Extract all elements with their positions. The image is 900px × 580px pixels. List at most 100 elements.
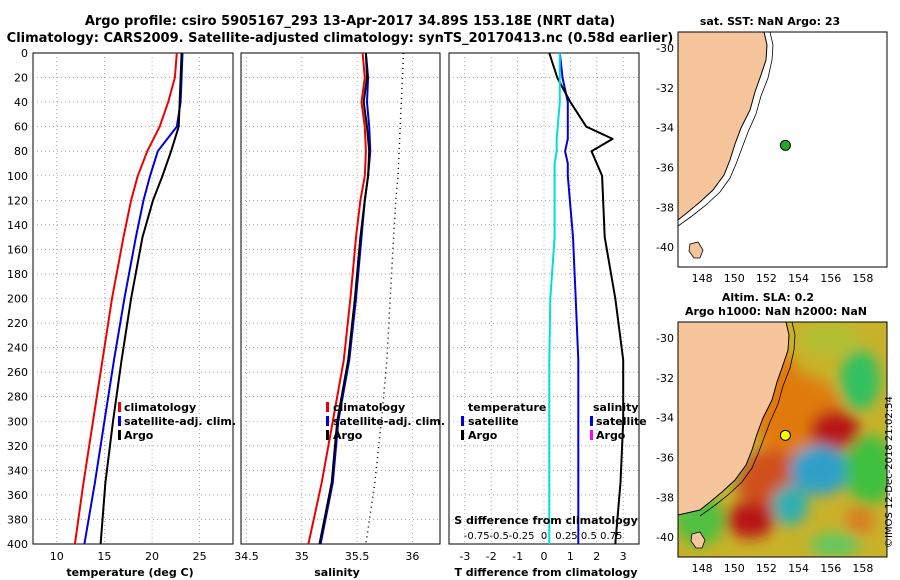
y-tick-label: 320 xyxy=(7,440,28,453)
y-tick-label: 160 xyxy=(7,243,28,256)
temperature-panel: 0 20 40 60 80 100 120 140 160 180 200 220 240 260 280 3… xyxy=(7,47,236,579)
y-tick-label: 100 xyxy=(7,170,28,183)
temp-legend: climatology satellite-adj. clim. Argo xyxy=(118,401,236,442)
map-x-tick-label: 156 xyxy=(820,562,841,575)
series-argo xyxy=(99,52,183,545)
diff-xtick2-labels: -0.75 -0.5 -0.25 0 0.25 0.5 0.75 xyxy=(464,531,623,542)
y-tick-label: 300 xyxy=(7,415,28,428)
map-y-tick-label: -30 xyxy=(656,332,674,345)
title-line1: Argo profile: csiro 5905167_293 13-Apr-2… xyxy=(85,14,615,29)
temp-ytick-labels: 0 20 40 60 80 100 120 140 160 180 200 220 240 260 280 3… xyxy=(7,47,28,551)
sal-legend-swatch-sat xyxy=(326,416,329,426)
y-tick-label: 240 xyxy=(7,342,28,355)
x-tick-label: 34.5 xyxy=(234,550,259,563)
credit-text: ©IMOS 12-Dec-2018 21:02:54 xyxy=(884,396,895,548)
y-tick-label: 60 xyxy=(14,121,28,134)
map-y-tick-label: -30 xyxy=(656,42,674,55)
x-tick-label: 36 xyxy=(405,550,419,563)
map-x-tick-label: 156 xyxy=(820,272,841,285)
y-tick-label: 400 xyxy=(7,538,28,551)
sst-map: sat. SST: NaN Argo: 23 148 150 152 154 156 15… xyxy=(656,15,888,285)
sla-map-frame xyxy=(677,321,888,558)
map-x-tick-label: 152 xyxy=(756,562,777,575)
diff-legend-right-argo: Argo xyxy=(596,429,626,442)
diff-legend-left-argo: Argo xyxy=(468,429,498,442)
sal-xlabel: salinity xyxy=(314,566,360,579)
map-x-tick-label: 150 xyxy=(724,272,745,285)
map-x-tick-label: 158 xyxy=(852,562,873,575)
map-y-tick-label: -36 xyxy=(656,161,674,174)
temp-legend-clim: climatology xyxy=(124,401,196,414)
series-argo xyxy=(318,52,371,545)
diff-legend-right-title: salinity xyxy=(593,401,639,414)
x-tick-label: 1 xyxy=(567,550,574,563)
sla-map-title2: Argo h1000: NaN h2000: NaN xyxy=(685,305,867,318)
map-y-tick-label: -40 xyxy=(656,531,674,544)
temp-legend-sat: satellite-adj. clim. xyxy=(124,415,236,428)
sla-map-title1: Altim. SLA: 0.2 xyxy=(722,291,814,304)
sal-legend: climatology satellite-adj. clim. Argo xyxy=(326,401,445,442)
diff-legend-left: temperature satellite Argo xyxy=(461,401,546,442)
sst-map-xtick-labels: 148 150 152 154 156 158 xyxy=(692,272,874,285)
diff-lines xyxy=(548,52,625,545)
x-tick-label: 35 xyxy=(295,550,309,563)
sla-map-argo-marker xyxy=(779,429,791,441)
y-tick-label: 260 xyxy=(7,366,28,379)
map-x-tick-label: 154 xyxy=(788,562,809,575)
y-tick-label: 80 xyxy=(14,145,28,158)
sst-map-tasmania xyxy=(688,241,704,259)
temp-grid xyxy=(33,53,233,544)
y-tick-label: 380 xyxy=(7,513,28,526)
series-s-satellite xyxy=(548,53,561,544)
sal-legend-swatch-clim xyxy=(326,402,329,412)
x-tick2-label: -0.5 xyxy=(489,531,509,542)
sst-map-land xyxy=(678,32,768,221)
diff-legend-left-swatch-sat xyxy=(461,416,464,426)
sal-axes xyxy=(240,52,441,545)
sst-map-title: sat. SST: NaN Argo: 23 xyxy=(700,15,840,28)
x-tick-label: 3 xyxy=(620,550,627,563)
x-tick2-label: 0.25 xyxy=(555,531,577,542)
diff-xlabel: T difference from climatology xyxy=(454,566,637,579)
diff-legend-right-swatch-sat xyxy=(590,416,593,426)
temp-legend-argo: Argo xyxy=(124,429,154,442)
sst-map-argo-marker xyxy=(779,139,791,151)
x-tick-label: 10 xyxy=(50,550,64,563)
sla-map-xtick-labels: 148 150 152 154 156 158 xyxy=(692,562,874,575)
map-x-tick-label: 158 xyxy=(852,272,873,285)
y-tick-label: 20 xyxy=(14,72,28,85)
sla-map: Altim. SLA: 0.2 Argo h1000: NaN h2000: N… xyxy=(656,291,888,575)
x-tick-label: 25 xyxy=(193,550,207,563)
y-tick-label: 280 xyxy=(7,391,28,404)
y-tick-label: 220 xyxy=(7,317,28,330)
title-line2: Climatology: CARS2009. Satellite-adjuste… xyxy=(7,31,674,46)
y-tick-label: 120 xyxy=(7,194,28,207)
map-y-tick-label: -36 xyxy=(656,451,674,464)
map-y-tick-label: -40 xyxy=(656,241,674,254)
temp-legend-swatch-clim xyxy=(118,402,121,412)
diff-legend-right-sat: satellite xyxy=(596,415,647,428)
y-tick-label: 40 xyxy=(14,96,28,109)
map-x-tick-label: 148 xyxy=(692,562,713,575)
temp-xlabel: temperature (deg C) xyxy=(66,566,193,579)
map-y-tick-label: -34 xyxy=(656,412,674,425)
diff-axes xyxy=(448,52,640,545)
x-tick2-label: -0.75 xyxy=(464,531,490,542)
x-tick-label: 15 xyxy=(97,550,111,563)
sal-legend-swatch-argo xyxy=(326,430,329,440)
map-y-tick-label: -38 xyxy=(656,201,674,214)
diff-legend-left-swatch-argo xyxy=(461,430,464,440)
x-tick2-label: -0.25 xyxy=(509,531,535,542)
x-tick-label: -2 xyxy=(486,550,497,563)
x-tick-label: 0 xyxy=(541,550,548,563)
temp-legend-swatch-argo xyxy=(118,430,121,440)
diff-xlabel2: S difference from climatology xyxy=(454,514,638,527)
y-tick-label: 200 xyxy=(7,293,28,306)
sla-map-tasmania xyxy=(690,531,706,549)
map-x-tick-label: 148 xyxy=(692,272,713,285)
map-x-tick-label: 152 xyxy=(756,272,777,285)
sla-map-land xyxy=(678,322,790,516)
map-x-tick-label: 154 xyxy=(788,272,809,285)
x-tick-label: -3 xyxy=(459,550,470,563)
sst-map-isobath xyxy=(678,32,774,227)
